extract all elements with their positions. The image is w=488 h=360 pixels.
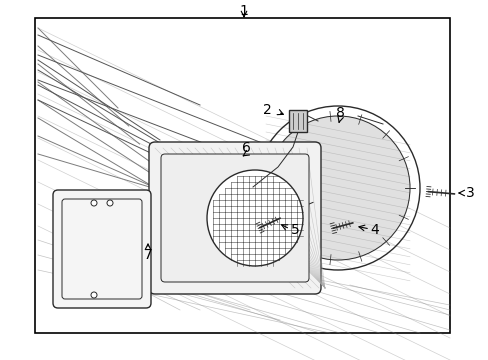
Text: 3: 3 [465, 186, 474, 200]
FancyBboxPatch shape [62, 199, 142, 299]
Text: 2: 2 [263, 103, 271, 117]
Circle shape [91, 200, 97, 206]
Text: 1: 1 [239, 4, 248, 18]
FancyBboxPatch shape [149, 142, 320, 294]
Text: 5: 5 [290, 223, 299, 237]
FancyBboxPatch shape [161, 154, 308, 282]
Text: 4: 4 [370, 223, 379, 237]
Circle shape [107, 200, 113, 206]
Bar [288, 110, 306, 132]
Text: 7: 7 [143, 248, 152, 262]
Text: 6: 6 [241, 141, 250, 155]
Circle shape [91, 292, 97, 298]
Bar [35, 18, 449, 333]
FancyBboxPatch shape [53, 190, 151, 308]
Circle shape [206, 170, 303, 266]
Circle shape [265, 116, 409, 260]
Text: 8: 8 [335, 106, 344, 120]
